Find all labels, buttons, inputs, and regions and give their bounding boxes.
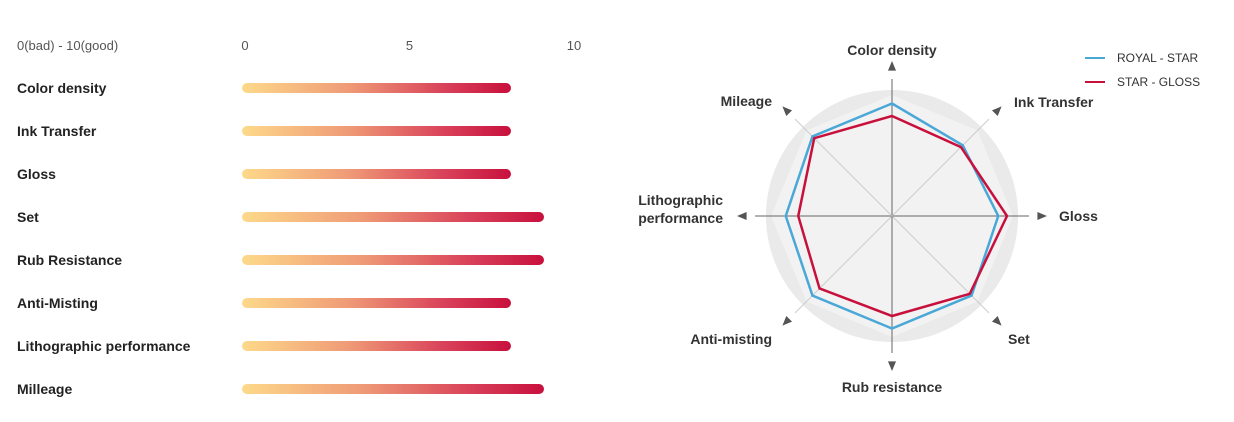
axis-arrow-icon [1037,211,1047,221]
tick-label: 5 [405,38,414,53]
bar-row: Anti-Misting [0,293,620,313]
bar [242,126,512,136]
bar-category-label: Rub Resistance [17,252,123,268]
radar-spoke [794,118,893,217]
radar-series-2 [796,114,1009,318]
radar-spoke [891,215,990,314]
radar-axis-label: Gloss [1059,208,1098,224]
bar-row: Lithographic performance [0,336,620,356]
bar [242,169,512,179]
bar-row: Rub Resistance [0,250,620,270]
axis-arrow-icon [737,211,747,221]
radar-axis-label: Anti-misting [690,331,772,347]
radar-spoke [794,215,893,314]
legend-swatch [1085,81,1105,83]
scale-caption: 0(bad) - 10(good) [17,38,119,53]
bar-category-label: Anti-Misting [17,295,98,311]
radar-axis-label: Mileage [721,93,773,109]
radar-axis-label: Color density [847,42,937,58]
axis-arrow-icon [782,315,793,326]
bar-category-label: Color density [17,80,107,96]
axis-arrow-icon [887,61,897,71]
legend-label: ROYAL - STAR [1117,51,1199,65]
bar [242,255,545,265]
axis-arrow-icon [887,361,897,371]
radar-axis-label: Set [1008,331,1030,347]
bar-category-label: Milleage [17,381,73,397]
bar-row: Set [0,207,620,227]
radar-axis-label: Ink Transfer [1014,94,1094,110]
bar-category-label: Gloss [17,166,56,182]
tick-label: 10 [566,38,582,53]
radar-svg: Color density Ink Transfer Gloss Set Rub res… [638,42,1098,395]
bar-row: Gloss [0,164,620,184]
radar-spoke [891,118,990,217]
bar-category-label: Lithographic performance [17,338,191,354]
bar [242,212,545,222]
bar-chart: 0(bad) - 10(good) 0 5 10 Color density Ink … [0,38,620,399]
legend: ROYAL - STAR STAR - GLOSS [1085,46,1200,94]
bar [242,298,512,308]
bar-category-label: Set [17,209,39,225]
legend-label: STAR - GLOSS [1117,75,1201,89]
bar-row: Ink Transfer [0,121,620,141]
radar-axis-label: Rub resistance [842,379,943,395]
bar-category-label: Ink Transfer [17,123,97,139]
axis-arrow-icon [991,106,1002,117]
axis-arrow-icon [782,106,793,117]
tick-label: 0 [241,38,249,53]
legend-item: STAR - GLOSS [1085,70,1200,94]
radar-chart: Color density Ink Transfer Gloss Set Rub res… [620,0,1234,422]
bar-row: Milleage [0,379,620,399]
bar [242,384,545,394]
bar [242,83,512,93]
axis-arrow-icon [991,315,1002,326]
legend-swatch [1085,57,1105,59]
bar-row: Color density [0,78,620,98]
bar [242,341,512,351]
radar-axis-label: Lithographic performance [638,192,723,226]
legend-item: ROYAL - STAR [1085,46,1200,70]
